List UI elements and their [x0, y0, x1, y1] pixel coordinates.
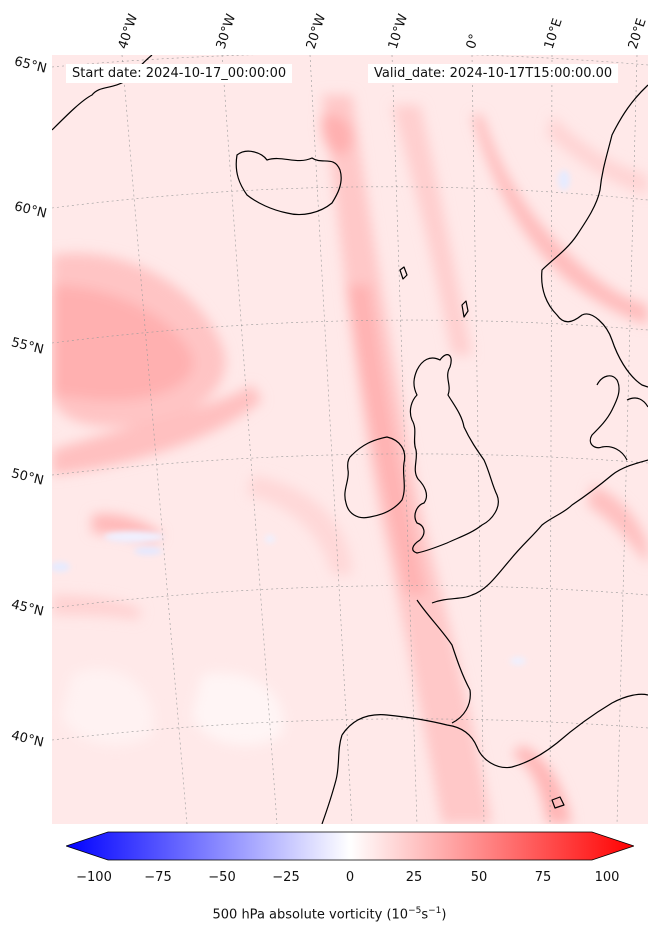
great-britain-coast — [409, 354, 499, 554]
negative-vorticity-spots — [52, 170, 570, 665]
lat-label-60: 60°N — [12, 199, 49, 222]
colorbar-label: 500 hPa absolute vorticity (10−5s−1) — [0, 906, 659, 922]
lon-label-10e: 10°E — [541, 16, 566, 51]
colorbar-tick-1: −100 — [76, 870, 112, 885]
colorbar-tick-8: 75 — [534, 870, 552, 885]
europe-north-coast — [431, 459, 648, 604]
ireland-coast — [344, 436, 406, 519]
shetland-islands — [461, 300, 469, 318]
colorbar-label-exp2: −1 — [428, 906, 442, 916]
iberia-north-coast — [341, 693, 648, 769]
faroe-islands — [399, 266, 408, 280]
map-canvas — [52, 55, 648, 824]
colorbar-tick-2: −75 — [144, 870, 172, 885]
lat-label-40: 40°N — [9, 728, 46, 751]
lat-label-55: 55°N — [9, 335, 46, 358]
colorbar-tick-4: −25 — [272, 870, 300, 885]
colorbar-tick-5: 0 — [345, 870, 355, 885]
denmark-coast — [589, 375, 628, 461]
lon-label-0: 0° — [463, 32, 483, 51]
coastlines — [52, 55, 648, 824]
graticule — [52, 55, 648, 824]
lon-label-20w: 20°W — [303, 12, 330, 51]
colorbar-tick-6: 25 — [405, 870, 423, 885]
valid-date-label: Valid_date: 2024-10-17T15:00:00.00 — [368, 64, 619, 83]
colorbar-label-prefix: 500 hPa absolute vorticity (10 — [212, 907, 409, 923]
lat-label-50: 50°N — [9, 466, 46, 489]
lon-label-30w: 30°W — [213, 12, 240, 51]
balearic-islands — [551, 796, 565, 809]
colorbar-label-unit: s — [421, 907, 429, 923]
colorbar-label-exp1: −5 — [408, 906, 422, 916]
lon-label-20e: 20°E — [625, 16, 650, 51]
lon-label-10w: 10°W — [385, 12, 412, 51]
france-west-coast — [416, 599, 471, 724]
colorbar-bar — [66, 831, 634, 861]
iberia-west-coast — [321, 734, 343, 824]
lat-label-65: 65°N — [12, 54, 49, 77]
colorbar-tick-7: 50 — [470, 870, 488, 885]
colorbar — [66, 831, 634, 861]
colorbar-label-suffix: ) — [441, 907, 447, 923]
colorbar-tick-3: −50 — [208, 870, 236, 885]
colorbar-tick-9: 100 — [594, 870, 620, 885]
sweden-south-coast — [626, 397, 648, 408]
lon-label-40w: 40°W — [115, 12, 142, 51]
iceland-coast — [235, 150, 342, 216]
start-date-label: Start date: 2024-10-17_00:00:00 — [66, 64, 293, 83]
norway-coast — [541, 84, 648, 388]
lat-label-45: 45°N — [9, 597, 46, 620]
vorticity-map — [52, 55, 648, 824]
